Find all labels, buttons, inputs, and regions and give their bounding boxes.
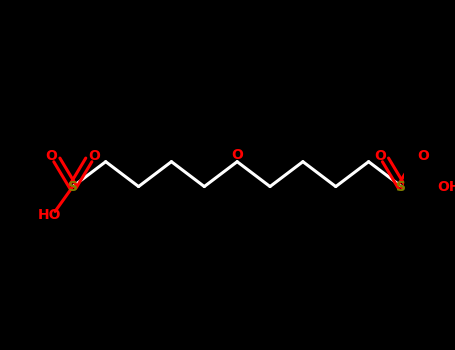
Text: OH: OH [437, 180, 455, 194]
Text: S: S [396, 180, 406, 194]
Text: O: O [417, 149, 429, 163]
Text: O: O [374, 149, 386, 163]
Text: O: O [46, 149, 57, 163]
Text: HO: HO [38, 208, 61, 222]
Text: O: O [88, 149, 100, 163]
Text: S: S [68, 180, 78, 194]
Text: O: O [231, 148, 243, 162]
